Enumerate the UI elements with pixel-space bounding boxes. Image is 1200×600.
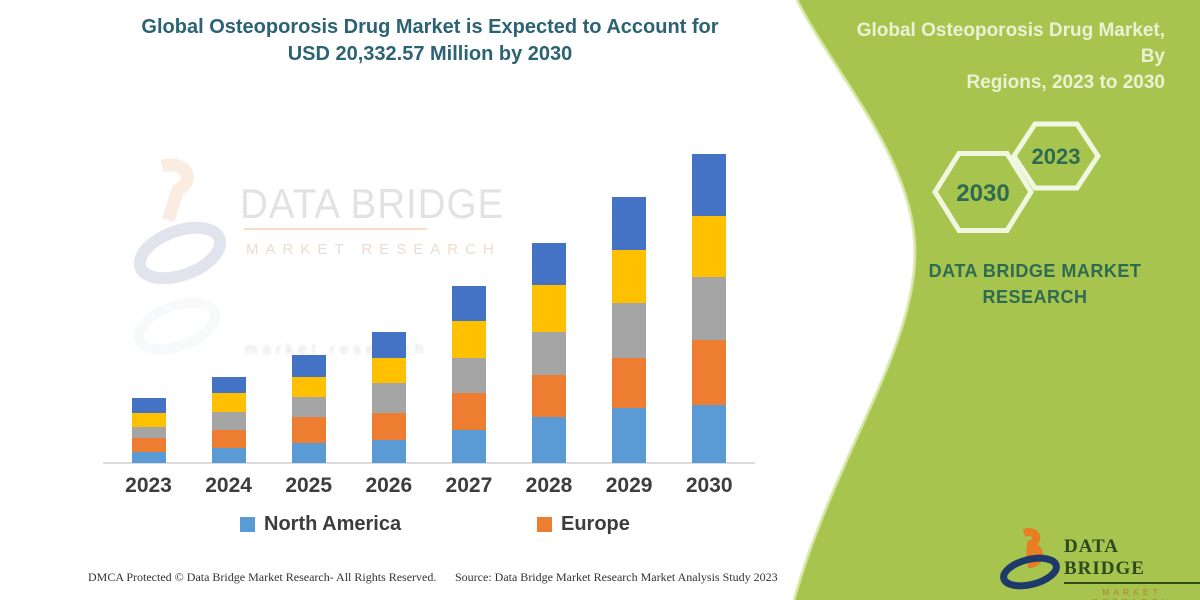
logo-subtext: MARKET RESEARCH: [1092, 587, 1167, 600]
source-text: Source: Data Bridge Market Research Mark…: [455, 570, 778, 584]
bar-2028: [532, 243, 566, 463]
x-axis-label-2026: 2026: [365, 474, 413, 497]
bar-segment-unlabeled-gray: [291, 397, 326, 417]
bar-segment-north-america: [211, 448, 246, 463]
year-hexagons: 2030 2023: [932, 121, 1101, 233]
bar-segment-unlabeled-gray: [371, 383, 406, 413]
bar-segment-north-america: [532, 417, 566, 463]
chart-title: Global Osteoporosis Drug Market is Expec…: [95, 14, 765, 68]
bar-segment-north-america: [451, 430, 486, 463]
hexagon-2030: [932, 151, 1034, 233]
legend-item-europe: Europe: [537, 513, 630, 536]
bar-segment-unlabeled-gray: [532, 332, 566, 375]
bar-segment-europe: [532, 375, 566, 417]
panel-brand-text: DATA BRIDGE MARKET RESEARCH: [905, 258, 1165, 310]
chart-title-line1: Global Osteoporosis Drug Market is Expec…: [141, 16, 719, 38]
bar-2030: [692, 154, 727, 463]
bar-2029: [612, 197, 647, 463]
x-axis-label-2028: 2028: [525, 474, 573, 497]
bar-segment-north-america: [692, 405, 727, 463]
panel-title-line1: Global Osteoporosis Drug Market, By: [856, 20, 1165, 67]
bar-segment-unlabeled-gray: [612, 303, 647, 358]
hexagon-2023: [1011, 121, 1101, 191]
bar-segment-europe: [131, 438, 166, 452]
bar-segment-unlabeled-yellow: [371, 358, 406, 383]
stacked-bar-chart: 2023 2024 2025 2026 2027 2028 2029 2030: [100, 140, 760, 500]
x-axis-label-2029: 2029: [605, 474, 653, 497]
panel-brand-line1: DATA BRIDGE MARKET: [928, 261, 1142, 281]
bar-2023: [131, 398, 166, 463]
data-bridge-logo-icon: [1000, 528, 1060, 590]
bar-segment-unlabeled-yellow: [131, 413, 166, 427]
green-panel-background: [792, 0, 1200, 600]
bar-segment-unlabeled-gray: [692, 277, 727, 340]
bar-segment-unlabeled-yellow: [692, 216, 727, 277]
x-axis-label-2025: 2025: [285, 474, 333, 497]
bar-segment-unlabeled-darkblue: [692, 154, 727, 216]
legend-swatch-north-america: [240, 517, 255, 532]
bar-segment-europe: [451, 393, 486, 430]
x-axis-label-2030: 2030: [685, 474, 733, 497]
legend-item-north-america: North America: [240, 513, 401, 536]
bar-segment-unlabeled-yellow: [451, 321, 486, 358]
x-axis-line: [103, 462, 755, 464]
panel-title-line2: Regions, 2023 to 2030: [966, 72, 1165, 93]
chart-title-line2: USD 20,332.57 Million by 2030: [287, 43, 573, 65]
bar-segment-unlabeled-darkblue: [451, 286, 486, 321]
bar-segment-north-america: [131, 452, 166, 463]
bar-2025: [291, 355, 326, 463]
x-axis-label-2023: 2023: [125, 474, 172, 497]
bar-segment-unlabeled-yellow: [291, 377, 326, 397]
panel-brand-line2: RESEARCH: [982, 287, 1088, 307]
data-bridge-logo-text: DATA BRIDGE MARKET RESEARCH: [1064, 536, 1200, 600]
bar-segment-unlabeled-darkblue: [612, 197, 647, 250]
logo-name: DATA BRIDGE: [1064, 536, 1200, 584]
copyright-text: DMCA Protected © Data Bridge Market Rese…: [88, 570, 437, 584]
bar-segment-europe: [692, 340, 727, 405]
bar-segment-unlabeled-gray: [211, 412, 246, 430]
bar-segment-unlabeled-darkblue: [291, 355, 326, 377]
bar-segment-north-america: [612, 408, 647, 463]
x-axis-label-2024: 2024: [205, 474, 252, 497]
bar-segment-unlabeled-yellow: [612, 250, 647, 303]
bar-segment-unlabeled-gray: [131, 427, 166, 438]
x-axis-label-2027: 2027: [445, 474, 493, 497]
bar-segment-europe: [612, 358, 647, 408]
bar-segment-europe: [291, 417, 326, 443]
hexagon-label-2023: 2023: [1032, 144, 1081, 169]
bar-segment-unlabeled-darkblue: [371, 332, 406, 358]
bar-2027: [451, 286, 486, 463]
legend-swatch-europe: [537, 517, 552, 532]
panel-title: Global Osteoporosis Drug Market, By Regi…: [830, 18, 1165, 96]
bar-segment-north-america: [291, 443, 326, 463]
bar-segment-north-america: [371, 440, 406, 463]
hexagon-label-2030: 2030: [956, 180, 1009, 207]
bar-segment-unlabeled-darkblue: [532, 243, 566, 285]
legend-label-north-america: North America: [264, 513, 402, 535]
legend-label-europe: Europe: [561, 513, 630, 535]
bar-segment-unlabeled-yellow: [211, 393, 246, 412]
bar-segment-unlabeled-darkblue: [211, 377, 246, 393]
bar-2026: [371, 332, 406, 463]
bar-segment-unlabeled-darkblue: [131, 398, 166, 413]
bar-segment-europe: [371, 413, 406, 440]
bar-segment-europe: [211, 430, 246, 448]
bar-segment-unlabeled-gray: [451, 358, 486, 393]
bar-segment-unlabeled-yellow: [532, 285, 566, 332]
bar-2024: [211, 377, 246, 463]
